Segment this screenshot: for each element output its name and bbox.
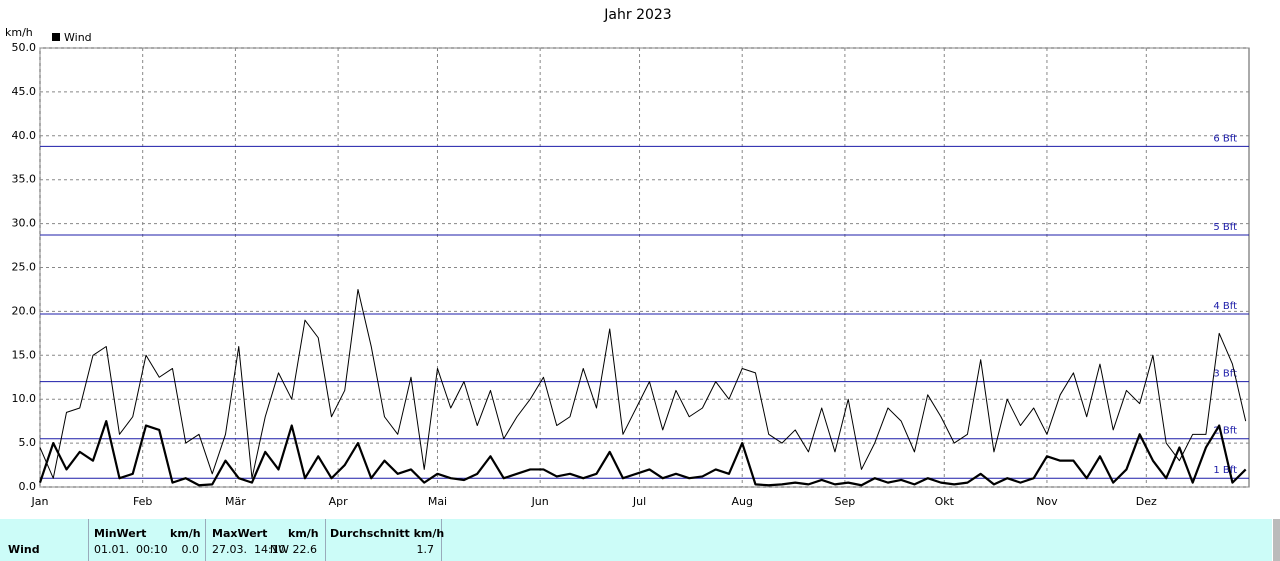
- x-tick-label: Aug: [731, 495, 752, 508]
- x-tick-label: Okt: [935, 495, 955, 508]
- header: km/h: [288, 527, 319, 540]
- chart: Jahr 2023 km/h 0.0 5.0 10.0 15.0 20.0 25.0 30.…: [5, 7, 1250, 508]
- cell: NW 22.6: [269, 543, 317, 556]
- x-tick-label: Nov: [1036, 495, 1058, 508]
- reference-label: 3 Bft: [1213, 369, 1237, 380]
- x-tick-label: Apr: [329, 495, 349, 508]
- x-tick-label: Sep: [835, 495, 856, 508]
- header: km/h: [170, 527, 201, 540]
- x-tick-label: Mai: [428, 495, 447, 508]
- legend-swatch: [52, 33, 60, 41]
- scrollbar: [1273, 519, 1280, 561]
- y-unit: km/h: [5, 26, 33, 39]
- y-tick-label: 45.0: [12, 85, 37, 98]
- x-tick-label: Jan: [31, 495, 49, 508]
- stats-table: MinWert km/h MaxWert km/h Durchschnitt k…: [0, 519, 1272, 561]
- separator: [441, 519, 442, 561]
- y-tick-label: 25.0: [12, 261, 37, 274]
- reference-label: 4 Bft: [1213, 301, 1237, 312]
- cell: 0.0: [181, 543, 200, 556]
- x-tick-label: Mär: [225, 495, 246, 508]
- x-tick-label: Dez: [1136, 495, 1157, 508]
- header: Durchschnitt km/h: [330, 527, 445, 540]
- separator: [88, 519, 89, 561]
- y-tick-label: 15.0: [12, 348, 37, 361]
- y-tick-label: 5.0: [19, 436, 37, 449]
- row-label: Wind: [8, 543, 40, 556]
- cell: 1.7: [416, 543, 435, 556]
- reference-label: 1 Bft: [1213, 465, 1237, 476]
- reference-label: 2 Bft: [1213, 426, 1237, 437]
- separator: [205, 519, 206, 561]
- y-tick-label: 20.0: [12, 304, 37, 317]
- data-line: [39, 288, 1247, 479]
- x-tick-label: Feb: [133, 495, 152, 508]
- y-tick-label: 0.0: [19, 480, 37, 493]
- y-tick-label: 35.0: [12, 173, 37, 186]
- y-tick-label: 50.0: [12, 41, 37, 54]
- cell: 01.01. 00:10: [94, 543, 168, 556]
- reference-label: 6 Bft: [1213, 133, 1237, 144]
- separator: [325, 519, 326, 561]
- y-tick-label: 30.0: [12, 217, 37, 230]
- data-line: [38, 420, 1247, 487]
- cell: 27.03. 14:10: [212, 543, 286, 556]
- x-tick-label: Jun: [531, 495, 549, 508]
- chart-title: Jahr 2023: [603, 7, 671, 23]
- header: MaxWert: [212, 527, 268, 540]
- y-tick-label: 10.0: [12, 392, 37, 405]
- header: MinWert: [94, 527, 147, 540]
- x-tick-label: Jul: [632, 495, 646, 508]
- y-tick-label: 40.0: [12, 129, 37, 142]
- legend-label: Wind: [64, 31, 92, 44]
- reference-label: 5 Bft: [1213, 222, 1237, 233]
